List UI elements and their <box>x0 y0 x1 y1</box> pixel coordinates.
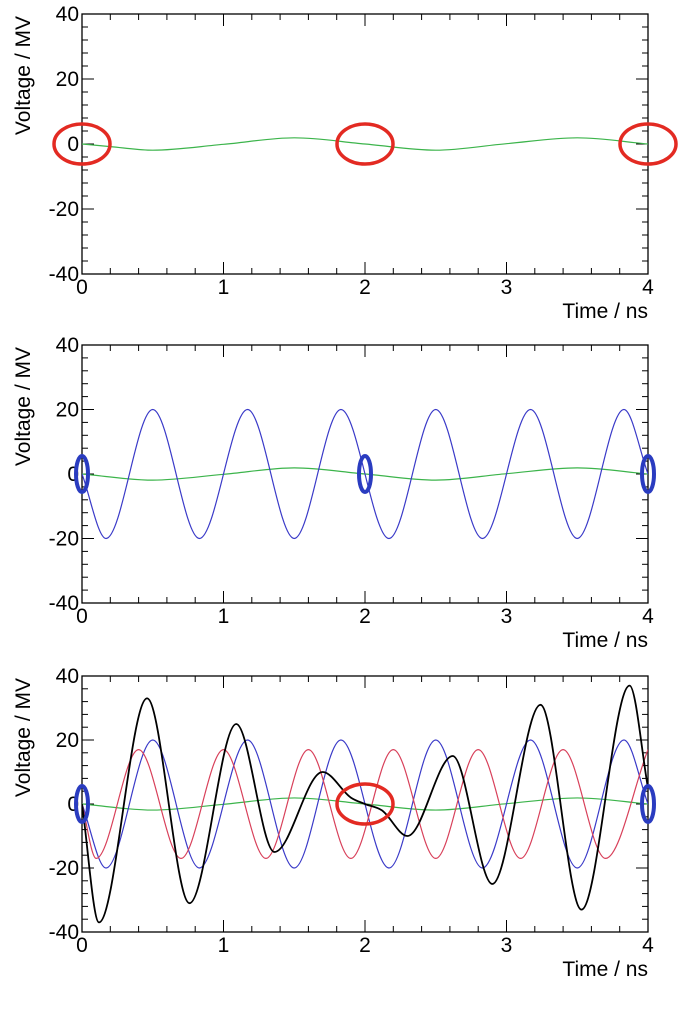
x-tick-label: 2 <box>359 276 371 299</box>
x-tick-label: 0 <box>76 934 88 957</box>
annotation-ellipse-2 <box>335 122 395 166</box>
x-tick-label: 3 <box>501 934 513 957</box>
x-tick-label: 3 <box>501 605 513 628</box>
annotation-ellipse-1 <box>74 454 90 494</box>
annotation-ellipse-3 <box>640 784 656 824</box>
y-tick-label: 40 <box>56 3 79 26</box>
x-tick-label: 1 <box>218 934 230 957</box>
y-tick-label: 0 <box>67 463 79 486</box>
annotation-ellipse-2 <box>357 454 373 494</box>
chart-panel-1: 0 1 2 3 4 -40 -20 0 20 40 Time / ns Voltage / MV <box>12 3 678 323</box>
chart-panel-3: 0 1 2 3 4 -40 -20 0 20 40 Time / ns Voltage / MV <box>12 665 656 981</box>
annotation-ellipse-1 <box>52 122 112 166</box>
series-group <box>82 137 648 151</box>
annotation-ellipse-1 <box>335 782 395 826</box>
y-tick-label: 0 <box>67 133 79 156</box>
series-line-3 <box>82 748 648 860</box>
y-tick-label: 20 <box>56 399 79 422</box>
series-line-1 <box>82 137 648 151</box>
y-tick-label: 40 <box>56 665 79 688</box>
series-line-2 <box>82 408 648 540</box>
y-tick-label: 20 <box>56 729 79 752</box>
axis-ticks <box>81 13 649 275</box>
series-line-4 <box>82 684 648 924</box>
y-axis-title: Voltage / MV <box>12 347 35 466</box>
series-group <box>82 684 648 924</box>
y-tick-label: -40 <box>49 921 79 944</box>
x-axis-title: Time / ns <box>562 300 648 323</box>
y-axis-title: Voltage / MV <box>12 16 35 135</box>
x-tick-label: 0 <box>76 276 88 299</box>
y-tick-label: 40 <box>56 334 79 357</box>
y-tick-label: -20 <box>49 857 79 880</box>
chart-panel-2: 0 1 2 3 4 -40 -20 0 20 40 Time / ns Voltage / MV <box>12 334 656 652</box>
x-tick-label: 0 <box>76 605 88 628</box>
x-tick-label: 4 <box>642 605 654 628</box>
axis-ticks <box>81 344 649 604</box>
x-axis-title: Time / ns <box>562 958 648 981</box>
y-tick-label: -40 <box>49 263 79 286</box>
x-tick-label: 4 <box>642 934 654 957</box>
x-tick-label: 2 <box>359 605 371 628</box>
y-tick-label: 20 <box>56 68 79 91</box>
x-tick-label: 1 <box>218 276 230 299</box>
x-axis-title: Time / ns <box>562 629 648 652</box>
annotation-ellipse-2 <box>74 784 90 824</box>
x-tick-label: 2 <box>359 934 371 957</box>
y-axis-title: Voltage / MV <box>12 678 35 797</box>
y-tick-label: -20 <box>49 528 79 551</box>
x-tick-label: 1 <box>218 605 230 628</box>
x-tick-label: 3 <box>501 276 513 299</box>
x-tick-label: 4 <box>642 276 654 299</box>
annotation-ellipse-3 <box>618 122 678 166</box>
y-tick-label: 0 <box>67 793 79 816</box>
annotation-ellipse-3 <box>640 454 656 494</box>
y-tick-label: -40 <box>49 592 79 615</box>
series-group <box>82 408 648 540</box>
y-tick-label: -20 <box>49 198 79 221</box>
